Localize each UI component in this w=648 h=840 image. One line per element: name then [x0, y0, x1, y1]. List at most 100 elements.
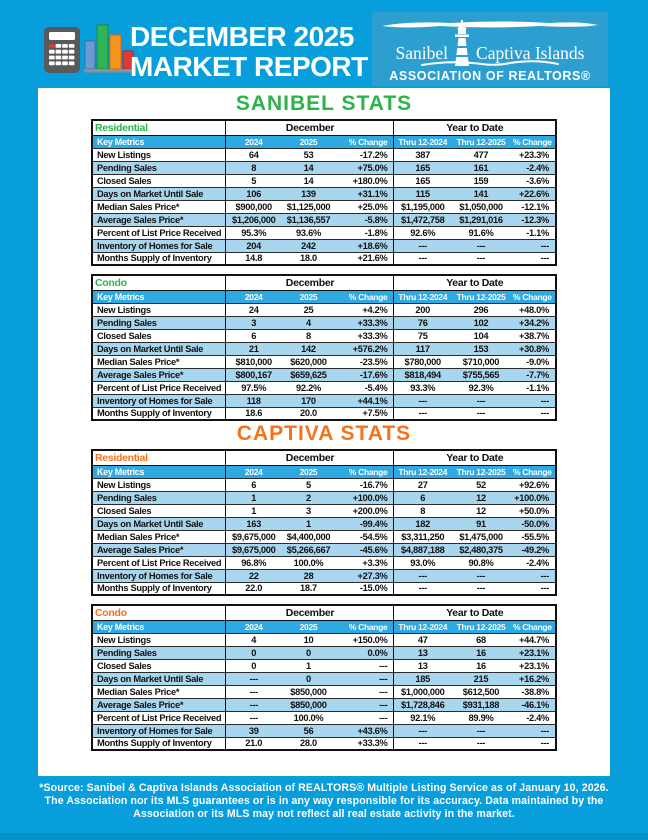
metric-label: Median Sales Price*: [91, 684, 227, 698]
table-row: Median Sales Price* $900,000 $1,125,000 +25…: [91, 199, 556, 213]
value-cell: 28: [280, 568, 336, 582]
value-cell: +33.3%: [335, 328, 395, 342]
value-cell: ---: [393, 238, 451, 252]
value-cell: 185: [393, 671, 451, 685]
value-cell: 91: [450, 516, 511, 530]
value-cell: 97.5%: [225, 380, 281, 394]
value-cell: 14: [280, 173, 336, 187]
column-header: % Change: [510, 464, 556, 478]
value-cell: $1,472,758: [393, 212, 451, 226]
value-cell: 1: [280, 658, 336, 672]
disclaimer-line1: *Source: Sanibel & Captiva Islands Assoc…: [39, 782, 609, 794]
value-cell: 20.0: [280, 406, 336, 420]
column-header-row: Key Metrics 2024 2025% Change Thru 12-2024 T…: [91, 289, 556, 303]
value-cell: 2: [280, 490, 336, 504]
value-cell: $800,167: [225, 367, 281, 381]
value-cell: -12.3%: [510, 212, 556, 226]
captiva-stats-title: CAPTIVA STATS: [236, 422, 412, 445]
value-cell: -2.4%: [510, 555, 556, 569]
source-disclaimer: *Source: Sanibel & Captiva Islands Assoc…: [10, 782, 638, 821]
value-cell: 1: [280, 516, 336, 530]
report-card: SANIBEL STATS Residential December Year to…: [38, 88, 610, 776]
value-cell: 4: [280, 315, 336, 329]
value-cell: +33.3%: [335, 736, 395, 750]
column-header: 2024: [225, 464, 281, 478]
value-cell: ---: [393, 581, 451, 595]
value-cell: $810,000: [225, 354, 281, 368]
metric-label: Average Sales Price*: [91, 367, 227, 381]
value-cell: 93.3%: [393, 380, 451, 394]
value-cell: +34.2%: [510, 315, 556, 329]
ytd-group-header: Year to Date: [446, 606, 504, 619]
property-type-label: Residential: [91, 120, 227, 135]
value-cell: +7.5%: [335, 406, 395, 420]
value-cell: -1.1%: [510, 225, 556, 239]
column-header: Thru 12-2024: [393, 464, 451, 478]
value-cell: $3,311,250: [393, 529, 451, 543]
value-cell: 93.6%: [280, 225, 336, 239]
value-cell: ---: [450, 736, 511, 750]
value-cell: 1: [225, 503, 281, 517]
column-header: 2025: [280, 464, 336, 478]
value-cell: ---: [450, 238, 511, 252]
value-cell: ---: [450, 568, 511, 582]
value-cell: 75: [393, 328, 451, 342]
value-cell: -5.4%: [335, 380, 395, 394]
metric-label: New Listings: [91, 147, 227, 161]
value-cell: -45.6%: [335, 542, 395, 556]
value-cell: $2,480,375: [450, 542, 511, 556]
column-header: Thru 12-2025: [450, 134, 511, 148]
column-header: 2025: [280, 134, 336, 148]
value-cell: 10: [280, 632, 336, 646]
metric-label: Inventory of Homes for Sale: [91, 723, 227, 737]
metric-label: New Listings: [91, 477, 227, 491]
value-cell: 13: [393, 645, 451, 659]
value-cell: -46.1%: [510, 697, 556, 711]
metric-label: Inventory of Homes for Sale: [91, 393, 227, 407]
value-cell: ---: [393, 406, 451, 420]
table-row: Percent of List Price Received --- 100.0% -…: [91, 710, 556, 724]
value-cell: 8: [393, 503, 451, 517]
metric-label: Closed Sales: [91, 173, 227, 187]
value-cell: $612,500: [450, 684, 511, 698]
column-header: Thru 12-2025: [450, 289, 511, 303]
value-cell: 3: [225, 315, 281, 329]
metric-label: Closed Sales: [91, 658, 227, 672]
column-header: 2024: [225, 134, 281, 148]
report-title-line1: DECEMBER 2025: [130, 21, 354, 52]
table-row: Percent of List Price Received 95.3% 93.6%…: [91, 225, 556, 239]
report-title: DECEMBER 2025 MARKET REPORT: [130, 22, 368, 82]
value-cell: ---: [450, 406, 511, 420]
table-row: Closed Sales 0 1 --- 13 16 +23.1%: [91, 658, 556, 672]
value-cell: +21.6%: [335, 251, 395, 265]
value-cell: ---: [225, 710, 281, 724]
table-row: Days on Market Until Sale 106 139 +31.1% 115…: [91, 186, 556, 200]
value-cell: 8: [225, 160, 281, 174]
value-cell: $4,400,000: [280, 529, 336, 543]
value-cell: -49.2%: [510, 542, 556, 556]
column-header-row: Key Metrics 2024 2025% Change Thru 12-2024 T…: [91, 464, 556, 478]
value-cell: 0.0%: [335, 645, 395, 659]
table-row: Average Sales Price* --- $850,000 --- $1,728…: [91, 697, 556, 711]
value-cell: -54.5%: [335, 529, 395, 543]
value-cell: 21.0: [225, 736, 281, 750]
column-header: % Change: [335, 134, 395, 148]
table-row: Inventory of Homes for Sale 204 242 +18.6% -…: [91, 238, 556, 252]
column-header: Thru 12-2025: [450, 619, 511, 633]
sanibel-stats-title: SANIBEL STATS: [235, 92, 413, 115]
metric-label: Days on Market Until Sale: [91, 516, 227, 530]
value-cell: 153: [450, 341, 511, 355]
value-cell: ---: [225, 697, 281, 711]
metric-label: Median Sales Price*: [91, 529, 227, 543]
value-cell: 68: [450, 632, 511, 646]
value-cell: 104: [450, 328, 511, 342]
value-cell: 170: [280, 393, 336, 407]
table-row: Months Supply of Inventory 14.8 18.0 +21.6%…: [91, 251, 556, 265]
value-cell: ---: [450, 723, 511, 737]
report-title-line2: MARKET REPORT: [130, 51, 368, 82]
value-cell: $710,000: [450, 354, 511, 368]
value-cell: +576.2%: [335, 341, 395, 355]
disclaimer-line3: Association or its MLS may not reflect a…: [133, 808, 515, 820]
column-header: % Change: [335, 289, 395, 303]
value-cell: +38.7%: [510, 328, 556, 342]
